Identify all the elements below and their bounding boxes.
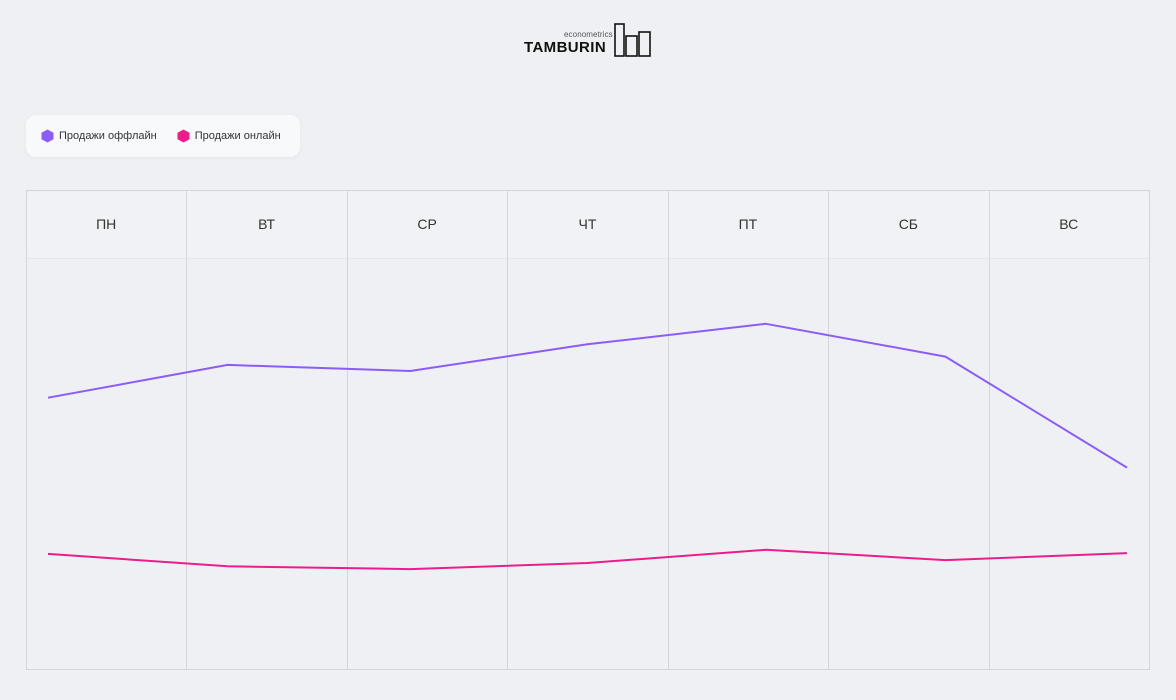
day-label: ПТ <box>739 216 758 232</box>
logo-subtitle: econometrics <box>564 30 613 39</box>
day-label: ПН <box>96 216 116 232</box>
legend-label: Продажи оффлайн <box>59 130 157 142</box>
day-label: СР <box>417 216 436 232</box>
plot-frame <box>26 190 1150 670</box>
legend-item-offline[interactable]: Продажи оффлайн <box>41 129 157 143</box>
legend-item-online[interactable]: Продажи онлайн <box>177 129 281 143</box>
bar-logo-icon <box>614 23 651 57</box>
day-label: ВТ <box>258 216 275 232</box>
chart-legend: Продажи оффлайн Продажи онлайн <box>26 115 300 157</box>
series-line-offline[interactable] <box>47 322 1128 469</box>
day-label: СБ <box>899 216 918 232</box>
day-label: ЧТ <box>579 216 597 232</box>
day-label: ВС <box>1059 216 1078 232</box>
logo-name: TAMBURIN <box>524 39 607 56</box>
hexagon-icon <box>177 129 190 143</box>
hexagon-icon <box>41 129 54 143</box>
legend-label: Продажи онлайн <box>194 130 281 142</box>
day-header-band <box>27 191 1149 258</box>
series-line-online[interactable] <box>47 548 1128 571</box>
tamburin-logo: econometrics TAMBURIN <box>524 22 656 58</box>
